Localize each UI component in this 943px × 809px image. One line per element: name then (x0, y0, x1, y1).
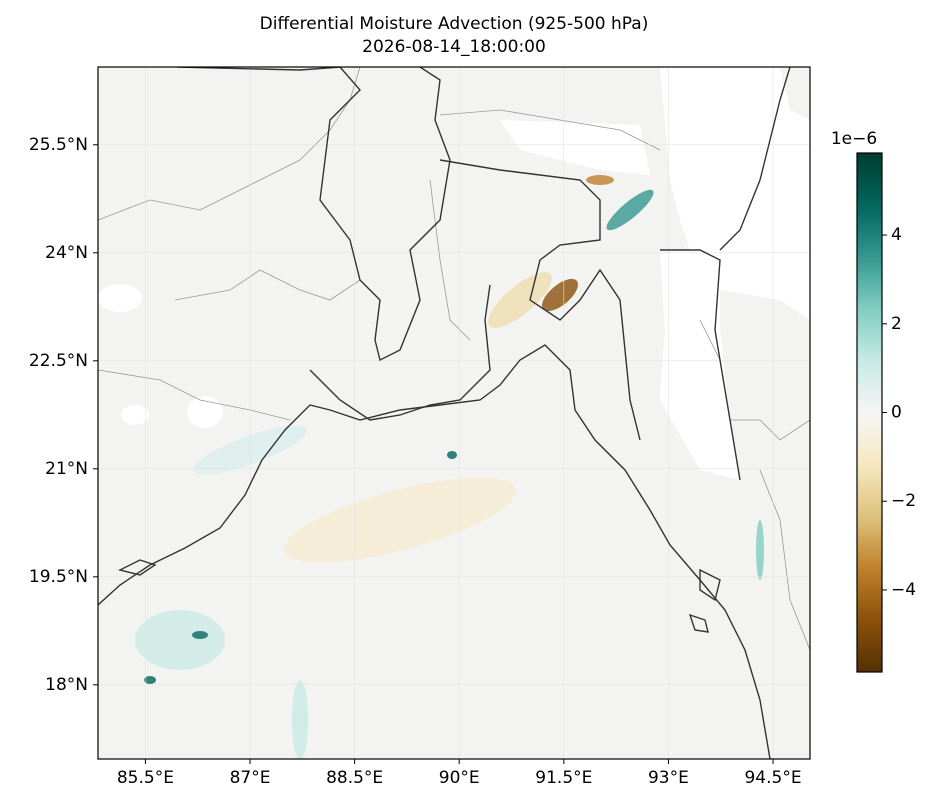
y-tick-label: 18°N (45, 675, 88, 695)
state-borders (98, 67, 810, 651)
y-tick-label: 21°N (45, 459, 88, 479)
colorbar-multiplier: 1e−6 (831, 129, 877, 149)
chart-title: Differential Moisture Advection (925-500… (260, 14, 649, 34)
colorbar-tick-label: 2 (891, 314, 902, 334)
field-pattern (135, 175, 764, 759)
colorbar-tick-label: 0 (891, 403, 902, 423)
map-frame (97, 66, 811, 760)
x-tick-label: 91.5°E (535, 768, 592, 788)
y-tick-label: 24°N (45, 243, 88, 263)
map-field (98, 67, 810, 759)
coastline-borders (98, 67, 791, 759)
y-tick-label: 19.5°N (29, 567, 88, 587)
y-tick-label: 25.5°N (29, 135, 88, 155)
x-tick-label: 90°E (439, 768, 480, 788)
colorbar (856, 152, 883, 673)
chart-subtitle: 2026-08-14_18:00:00 (362, 37, 546, 57)
x-tick-label: 88.5°E (326, 768, 383, 788)
graticule (98, 67, 810, 759)
colorbar-tick-label: 4 (891, 225, 902, 245)
x-tick-label: 85.5°E (117, 768, 174, 788)
x-tick-label: 93°E (648, 768, 689, 788)
colorbar-tick-label: −2 (891, 491, 916, 511)
y-tick-label: 22.5°N (29, 351, 88, 371)
x-tick-label: 87°E (230, 768, 271, 788)
colorbar-tick-label: −4 (891, 580, 916, 600)
x-tick-label: 94.5°E (744, 768, 801, 788)
